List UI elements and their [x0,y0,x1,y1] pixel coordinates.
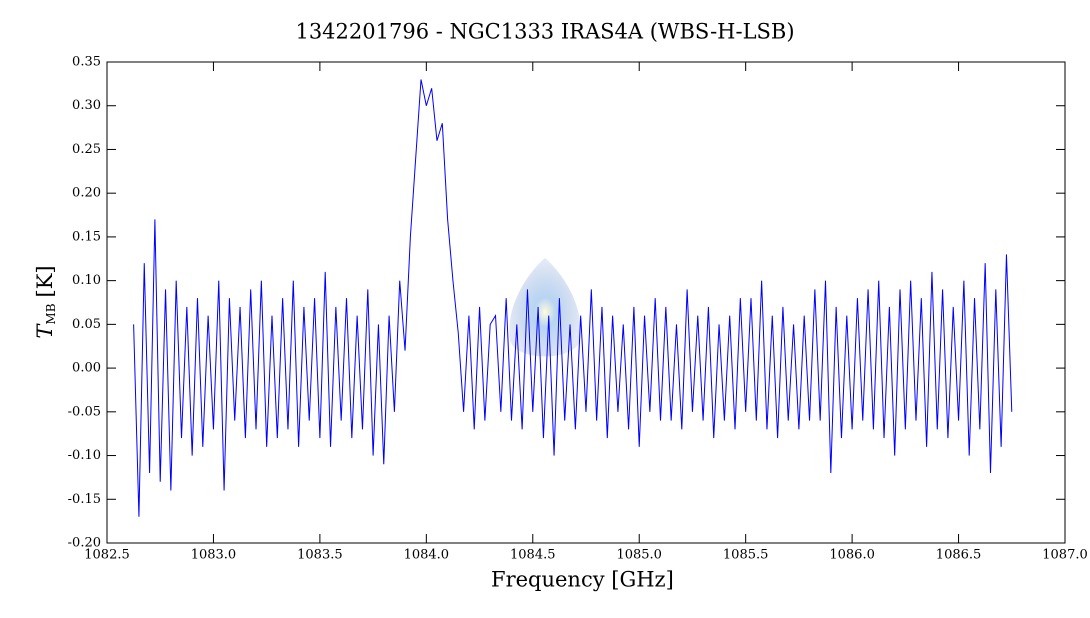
x-tick-label: 1087.0 [1042,548,1088,563]
y-label-subscript: MB [44,303,58,324]
y-label-unit: [K] [33,265,57,297]
y-tick-label: 0.30 [72,98,101,113]
y-tick-label: -0.05 [68,404,101,419]
x-tick-label: 1085.0 [616,548,662,563]
x-tick-label: 1085.5 [723,548,769,563]
y-tick-label: 0.00 [72,361,101,376]
y-tick-label: -0.20 [68,536,101,551]
x-tick-label: 1083.0 [191,548,237,563]
y-tick-label: 0.20 [72,186,101,201]
x-tick-label: 1086.5 [936,548,982,563]
y-tick-label: 0.25 [72,142,101,157]
y-tick-label: 0.35 [72,55,101,70]
chart-title: 1342201796 - NGC1333 IRAS4A (WBS-H-LSB) [295,20,794,44]
x-tick-label: 1084.5 [510,548,556,563]
x-tick-label: 1084.0 [404,548,450,563]
y-tick-label: -0.10 [68,448,101,463]
y-label-symbol: T [33,323,57,339]
spectrum-line [133,79,1013,517]
y-tick-label: 0.15 [72,229,101,244]
y-tick-label: 0.05 [72,317,101,332]
x-tick-label: 1083.5 [297,548,343,563]
y-tick-label: -0.15 [68,492,101,507]
x-tick-label: 1082.5 [84,548,130,563]
x-tick-label: 1086.0 [829,548,875,563]
watermark [509,258,581,357]
plot-frame [106,61,1066,544]
y-tick-label: 0.10 [72,273,101,288]
y-axis-label: TMB [K] [33,265,58,338]
x-axis-label: Frequency [GHz] [491,568,674,592]
